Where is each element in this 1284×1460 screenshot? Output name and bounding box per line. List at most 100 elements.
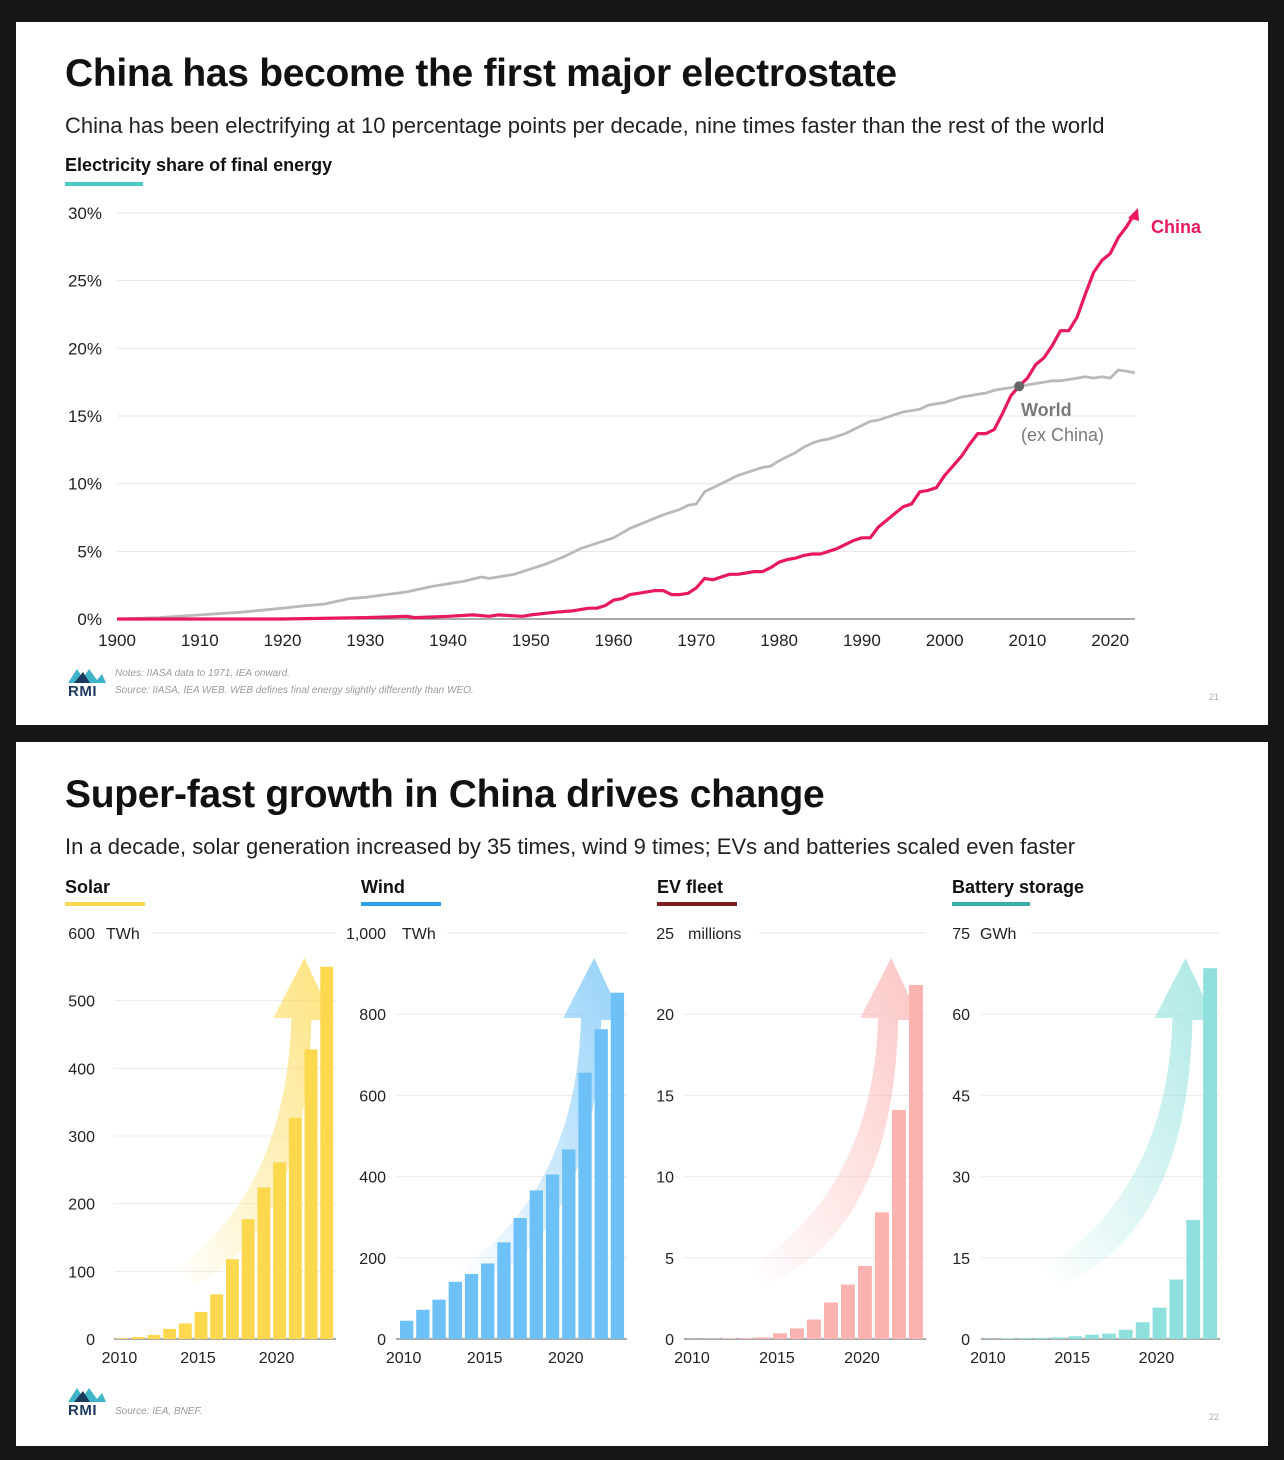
- bar: [824, 1302, 838, 1339]
- bar: [1186, 1219, 1201, 1339]
- bar: [773, 1333, 787, 1339]
- bar-chart-solar: Solar 0 100 200 300 400 500 600 TWh 2010 2015 2020: [65, 877, 336, 1367]
- bar: [594, 1029, 608, 1339]
- y-tick-label: 20: [656, 1007, 674, 1024]
- x-tick-label: 2020: [844, 1350, 880, 1367]
- slide-electrostate: China has become the first major electro…: [16, 22, 1268, 725]
- x-tick-label: 1960: [595, 631, 633, 650]
- y-tick-label: 400: [68, 1061, 95, 1078]
- x-tick-label: 1920: [264, 631, 302, 650]
- x-tick-label: 1970: [677, 631, 715, 650]
- chart-notes: Notes: IIASA data to 1971, IEA onward.: [115, 668, 290, 679]
- bar: [320, 966, 334, 1339]
- caption-underline: [65, 902, 145, 906]
- y-tick-label: 15: [656, 1088, 674, 1105]
- rmi-logo-icon: [68, 1388, 106, 1402]
- bar: [1152, 1307, 1167, 1339]
- bar: [1034, 1337, 1049, 1339]
- bar: [1051, 1337, 1066, 1339]
- bar: [513, 1218, 527, 1339]
- y-tick-label: 25%: [68, 272, 102, 291]
- line-chart-electricity-share: 0% 5% 10% 15% 20% 25% 30% 1900 1910 1920 1930 1940 1…: [68, 204, 1202, 650]
- slide-subtitle: In a decade, solar generation increased …: [65, 834, 1076, 859]
- bar: [1135, 1322, 1150, 1339]
- bar: [194, 1311, 208, 1339]
- page-number: 22: [1209, 1412, 1220, 1422]
- x-tick-label: 1900: [98, 631, 136, 650]
- bar: [1085, 1334, 1099, 1339]
- x-tick-label: 2015: [180, 1350, 216, 1367]
- bar: [416, 1309, 430, 1339]
- unit-label: millions: [688, 926, 741, 943]
- chart-source: Source: IIASA, IEA WEB. WEB defines fina…: [115, 685, 474, 696]
- y-tick-label: 5: [665, 1251, 674, 1268]
- y-tick-label: 500: [68, 994, 95, 1011]
- crossover-marker: [1014, 381, 1025, 392]
- y-tick-label: 600: [68, 926, 95, 943]
- china-arrowhead: [1128, 208, 1139, 221]
- bar: [464, 1274, 479, 1339]
- y-tick-label: 10: [656, 1170, 674, 1187]
- y-tick-label: 0: [961, 1332, 970, 1349]
- bar: [1169, 1279, 1184, 1339]
- bar-chart-battery-storage: Battery storage 0 15 30 45 60 75 GWh 2010 2015 202…: [952, 877, 1220, 1367]
- bar: [610, 992, 625, 1339]
- x-tick-label: 1950: [512, 631, 550, 650]
- growth-arrow-icon: [1044, 958, 1215, 1284]
- bar: [562, 1149, 576, 1339]
- bar: [858, 1265, 872, 1339]
- rmi-logo-text: RMI: [68, 1402, 97, 1419]
- bar: [1203, 968, 1217, 1339]
- x-tick-label: 2015: [759, 1350, 795, 1367]
- y-tick-label: 10%: [68, 475, 102, 494]
- bar: [1017, 1338, 1032, 1339]
- chart-caption: EV fleet: [657, 877, 723, 897]
- y-tick-label: 5%: [77, 542, 102, 561]
- bar: [432, 1299, 446, 1339]
- x-tick-label: 2020: [1091, 631, 1129, 650]
- y-tick-label: 60: [952, 1007, 970, 1024]
- x-tick-label: 1990: [843, 631, 881, 650]
- bar: [1068, 1336, 1083, 1339]
- x-tick-label: 2010: [970, 1350, 1006, 1367]
- bar: [147, 1334, 161, 1339]
- x-tick-label: 1930: [346, 631, 384, 650]
- bar: [448, 1281, 462, 1339]
- y-tick-label: 75: [952, 926, 970, 943]
- rmi-logo-icon: [68, 669, 106, 683]
- y-tick-label: 400: [359, 1170, 386, 1187]
- y-tick-label: 600: [359, 1088, 386, 1105]
- unit-label: GWh: [980, 926, 1016, 943]
- bar: [841, 1284, 855, 1339]
- y-tick-label: 0: [86, 1332, 95, 1349]
- series-sublabel-world: (ex China): [1021, 425, 1104, 445]
- chart-caption: Solar: [65, 877, 110, 897]
- bar: [131, 1336, 145, 1339]
- bar: [497, 1242, 511, 1339]
- unit-label: TWh: [402, 926, 436, 943]
- y-tick-label: 15%: [68, 407, 102, 426]
- series-label-china: China: [1151, 217, 1202, 237]
- series-line-world: [116, 368, 1136, 621]
- bar: [116, 1338, 129, 1339]
- bar: [241, 1219, 255, 1339]
- chart-caption: Battery storage: [952, 877, 1084, 897]
- y-tick-label: 30: [952, 1170, 970, 1187]
- bar: [756, 1337, 770, 1339]
- y-tick-label: 800: [359, 1007, 386, 1024]
- bar: [481, 1263, 495, 1339]
- y-tick-label: 300: [68, 1129, 95, 1146]
- bar: [273, 1162, 287, 1339]
- slide-super-fast-growth: Super-fast growth in China drives change…: [16, 742, 1268, 1446]
- bar-chart-ev-fleet: EV fleet 0 5 10 15 20 25 millions 2010 2015 2020: [656, 877, 926, 1367]
- bar: [226, 1259, 239, 1339]
- x-tick-label: 2010: [386, 1350, 422, 1367]
- bar: [892, 1110, 906, 1339]
- chart-caption: Wind: [361, 877, 405, 897]
- series-line-china: [117, 212, 1137, 621]
- slide-title: Super-fast growth in China drives change: [65, 773, 825, 816]
- bar: [807, 1319, 821, 1339]
- bar: [163, 1328, 177, 1339]
- bar: [529, 1190, 544, 1339]
